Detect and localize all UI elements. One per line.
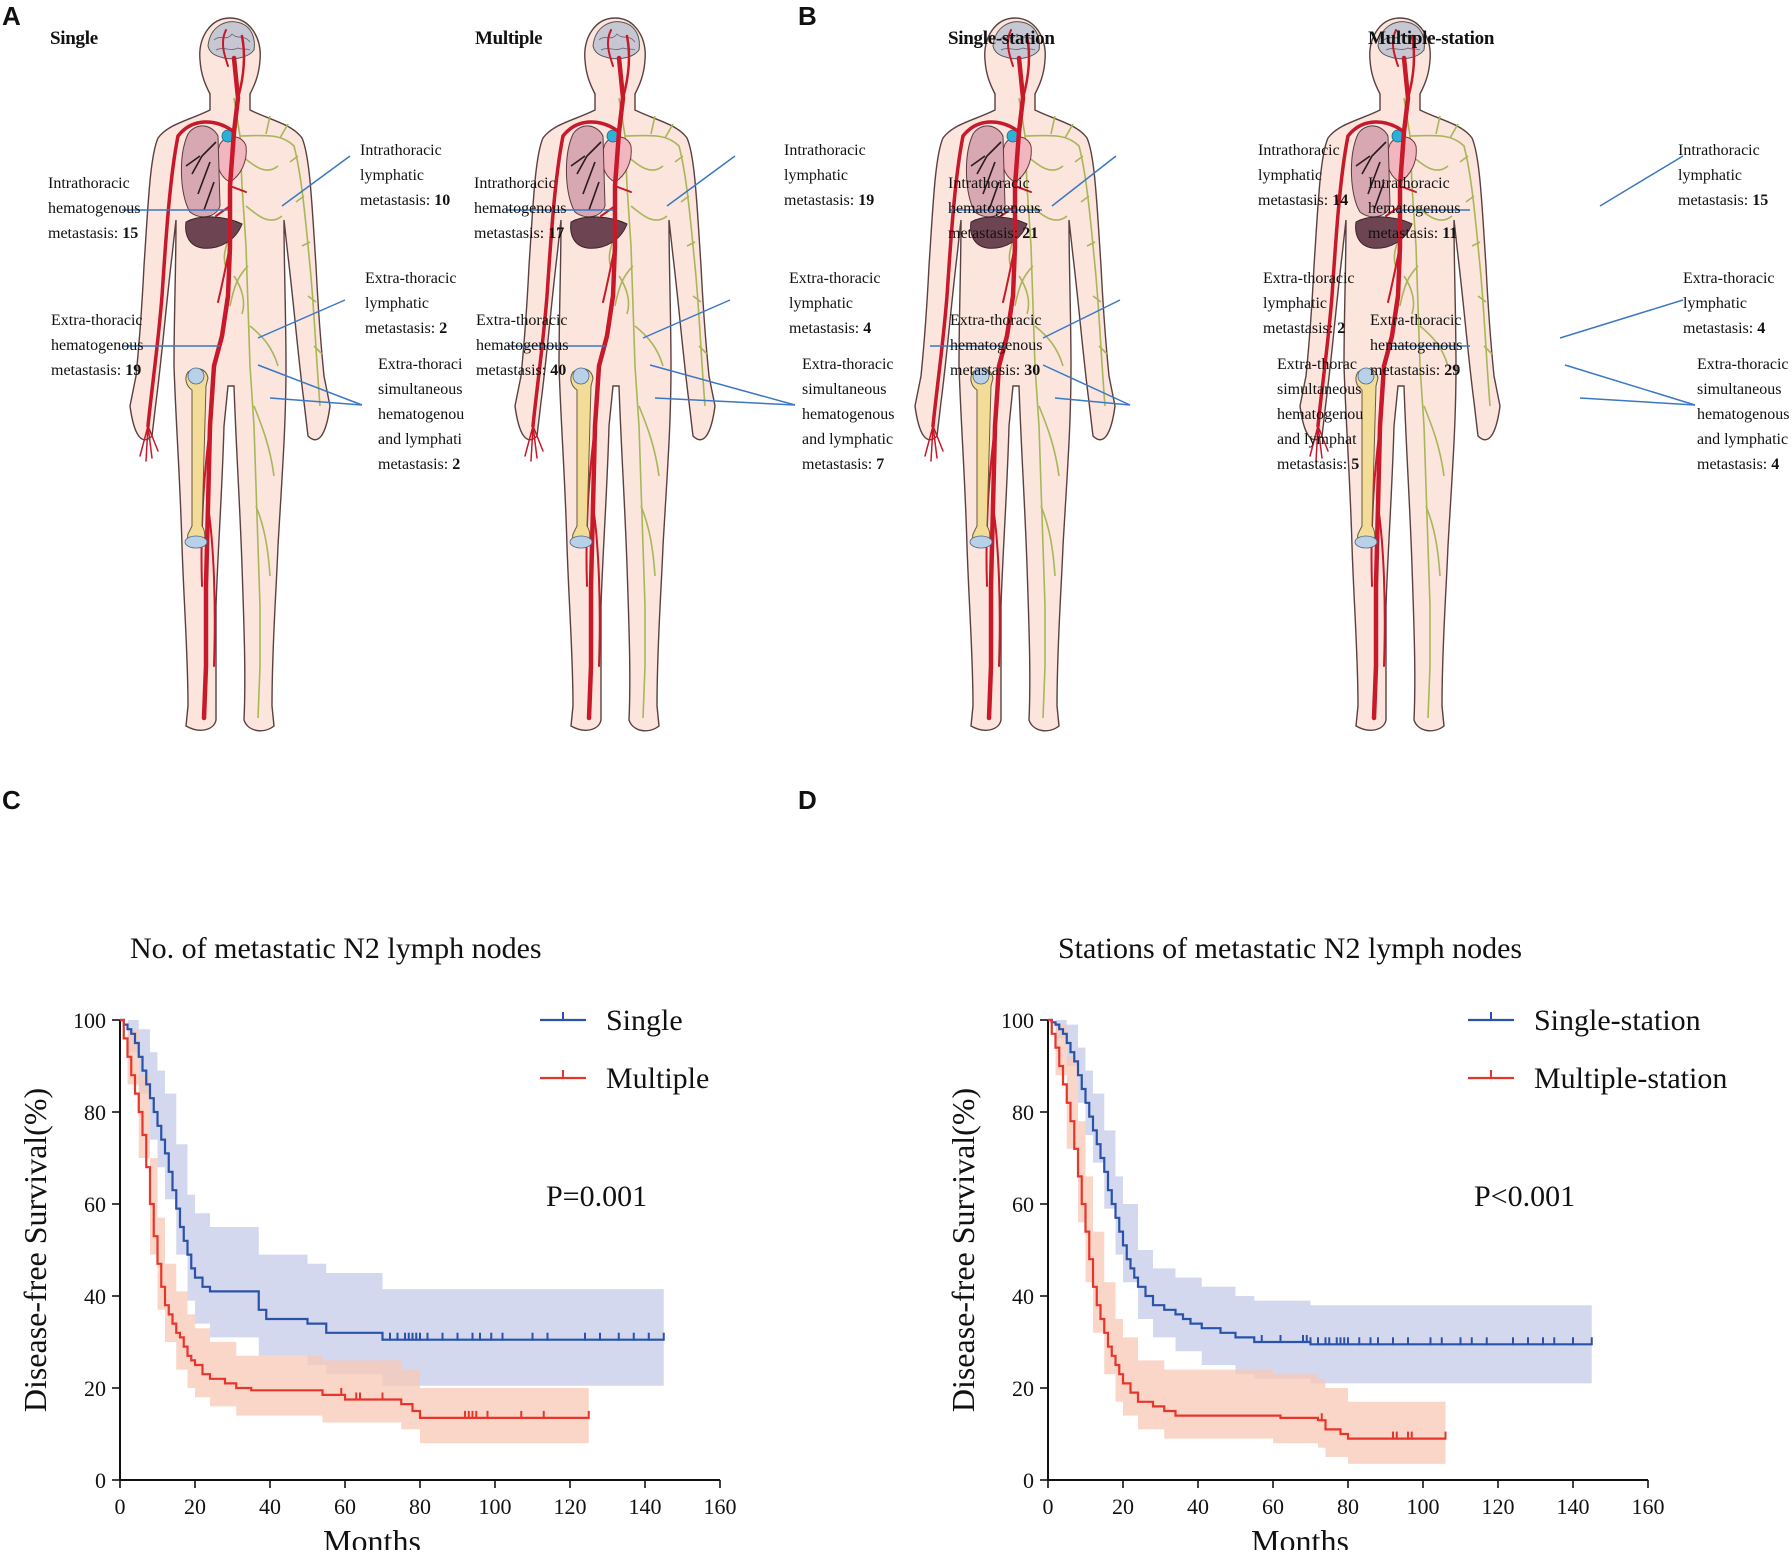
group-label-multiple-station: Multiple-station (1368, 28, 1494, 50)
legend-label: Multiple-station (1534, 1062, 1727, 1095)
y-axis-label: Disease-free Survival(%) (945, 1088, 981, 1412)
annotation-intrathoracic-hematogenous: Intrathoracic hematogenous metastasis: 1… (48, 171, 140, 246)
p-value: P=0.001 (546, 1180, 647, 1213)
annotation-extrathoracic-simultaneous: Extra-thoracic simultaneous hematogenous… (802, 352, 894, 477)
x-tick-label: 20 (184, 1494, 206, 1519)
y-tick-label: 0 (95, 1468, 106, 1493)
y-axis-label: Disease-free Survival(%) (17, 1088, 53, 1412)
confidence-band-group2 (1048, 1020, 1446, 1464)
annotation-extrathoracic-hematogenous: Extra-thoracic hematogenous metastasis: … (51, 308, 143, 383)
body-illustrations (0, 0, 1792, 780)
x-axis-label: Months (323, 1523, 421, 1550)
group-label-single-station: Single-station (948, 28, 1055, 50)
x-axis-label: Months (1251, 1523, 1349, 1550)
annotation-intrathoracic-hematogenous: Intrathoracic hematogenous metastasis: 2… (948, 171, 1040, 246)
x-tick-label: 100 (1407, 1494, 1440, 1519)
x-tick-label: 140 (1557, 1494, 1590, 1519)
annotation-extrathoracic-hematogenous: Extra-thoracic hematogenous metastasis: … (476, 308, 568, 383)
x-tick-label: 40 (259, 1494, 281, 1519)
x-tick-label: 80 (1337, 1494, 1359, 1519)
y-tick-label: 60 (84, 1192, 106, 1217)
annotation-extrathoracic-simultaneous: Extra-thoracic simultaneous hematogenous… (1697, 352, 1789, 477)
legend-label: Single-station (1534, 1004, 1701, 1037)
x-tick-label: 140 (629, 1494, 662, 1519)
y-tick-label: 100 (73, 1008, 106, 1033)
group-label-single: Single (50, 28, 98, 50)
y-tick-label: 100 (1001, 1008, 1034, 1033)
x-tick-label: 160 (704, 1494, 737, 1519)
group-label-multiple: Multiple (475, 28, 542, 50)
x-tick-label: 120 (554, 1494, 587, 1519)
panel-letter-d: D (798, 785, 817, 816)
annotation-intrathoracic-lymphatic: Intrathoracic lymphatic metastasis: 19 (784, 138, 874, 213)
annotation-extrathoracic-lymphatic: Extra-thoracic lymphatic metastasis: 2 (1263, 266, 1355, 341)
x-tick-label: 20 (1112, 1494, 1134, 1519)
y-tick-label: 0 (1023, 1468, 1034, 1493)
annotation-extrathoracic-lymphatic: Extra-thoracic lymphatic metastasis: 4 (1683, 266, 1775, 341)
km-chart-d: Stations of metastatic N2 lymph nodes 0 20… (928, 930, 1728, 1550)
y-tick-label: 60 (1012, 1192, 1034, 1217)
legend-label: Single (606, 1004, 683, 1037)
km-chart-c: No. of metastatic N2 lymph nodes 0 20 40 60 8… (0, 930, 800, 1550)
chart-title: No. of metastatic N2 lymph nodes (130, 932, 542, 965)
x-tick-label: 80 (409, 1494, 431, 1519)
y-tick-label: 20 (1012, 1376, 1034, 1401)
x-tick-label: 40 (1187, 1494, 1209, 1519)
chart-title: Stations of metastatic N2 lymph nodes (1058, 932, 1522, 965)
y-tick-label: 40 (84, 1284, 106, 1309)
x-tick-label: 160 (1632, 1494, 1665, 1519)
p-value: P<0.001 (1474, 1180, 1575, 1213)
y-tick-label: 20 (84, 1376, 106, 1401)
annotation-intrathoracic-lymphatic: Intrathoracic lymphatic metastasis: 15 (1678, 138, 1768, 213)
x-tick-label: 60 (334, 1494, 356, 1519)
annotation-intrathoracic-lymphatic: Intrathoracic lymphatic metastasis: 14 (1258, 138, 1348, 213)
y-tick-label: 80 (84, 1100, 106, 1125)
x-tick-label: 120 (1482, 1494, 1515, 1519)
annotation-intrathoracic-hematogenous: Intrathoracic hematogenous metastasis: 1… (474, 171, 566, 246)
y-tick-label: 40 (1012, 1284, 1034, 1309)
panel-letter-c: C (2, 785, 21, 816)
annotation-extrathoracic-hematogenous: Extra-thoracic hematogenous metastasis: … (950, 308, 1042, 383)
annotation-extrathoracic-simultaneous: Extra-thoraci simultaneous hematogenou a… (378, 352, 464, 477)
x-tick-label: 0 (115, 1494, 126, 1519)
annotation-extrathoracic-simultaneous: Extra-thorac simultaneous hematogenou an… (1277, 352, 1363, 477)
annotation-intrathoracic-hematogenous: Intrathoracic hematogenous metastasis: 1… (1368, 171, 1460, 246)
annotation-extrathoracic-lymphatic: Extra-thoracic lymphatic metastasis: 2 (365, 266, 457, 341)
annotation-extrathoracic-hematogenous: Extra-thoracic hematogenous metastasis: … (1370, 308, 1462, 383)
x-tick-label: 60 (1262, 1494, 1284, 1519)
x-tick-label: 100 (479, 1494, 512, 1519)
annotation-extrathoracic-lymphatic: Extra-thoracic lymphatic metastasis: 4 (789, 266, 881, 341)
y-tick-label: 80 (1012, 1100, 1034, 1125)
x-tick-label: 0 (1043, 1494, 1054, 1519)
body-figure-single (130, 18, 330, 731)
annotation-intrathoracic-lymphatic: Intrathoracic lymphatic metastasis: 10 (360, 138, 450, 213)
legend-label: Multiple (606, 1062, 709, 1095)
